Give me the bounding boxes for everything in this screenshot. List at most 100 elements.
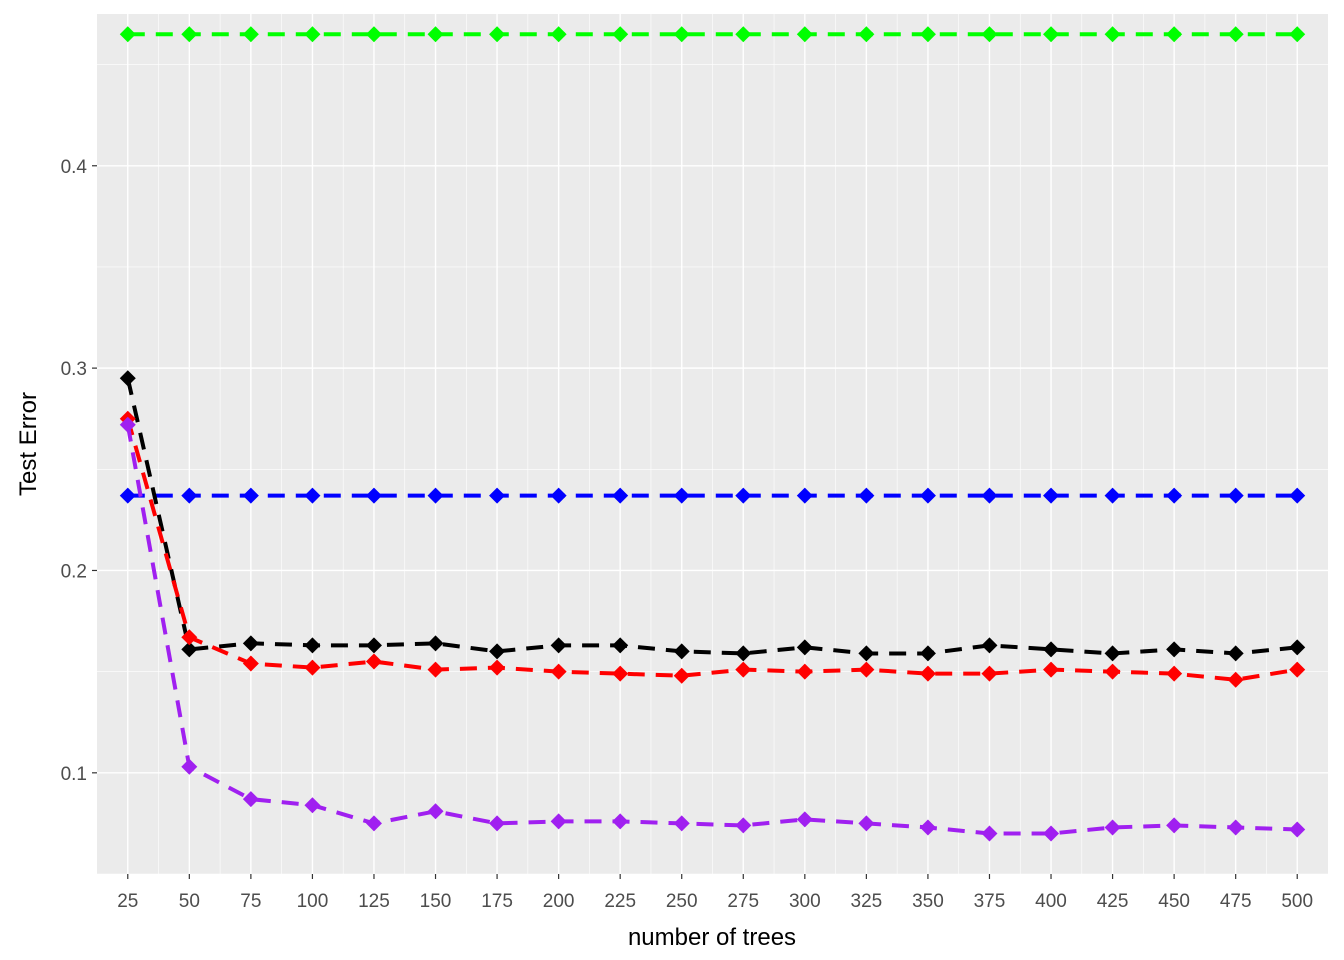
data-point [365, 653, 382, 670]
data-point [181, 629, 198, 646]
data-point [796, 639, 813, 656]
x-tick-label: 250 [666, 891, 698, 912]
x-tick-label: 375 [974, 891, 1006, 912]
data-point [981, 26, 998, 43]
data-point [1227, 487, 1244, 504]
data-point [365, 26, 382, 43]
x-tick-label: 300 [789, 891, 821, 912]
data-point [1166, 641, 1183, 658]
data-point [796, 663, 813, 680]
data-point [1104, 26, 1121, 43]
x-tick-label: 475 [1220, 891, 1252, 912]
data-point [550, 663, 567, 680]
data-point [673, 487, 690, 504]
data-point [427, 661, 444, 678]
x-tick-label: 125 [358, 891, 390, 912]
data-point [858, 661, 875, 678]
data-point [119, 370, 136, 387]
data-point [119, 487, 136, 504]
data-point [489, 487, 506, 504]
data-point [735, 645, 752, 662]
data-point [1043, 641, 1060, 658]
data-point [119, 26, 136, 43]
data-point [181, 641, 198, 658]
data-point [242, 635, 259, 652]
y-tick-label: 0.2 [61, 561, 87, 582]
series-line [125, 424, 1298, 836]
data-point [242, 487, 259, 504]
data-point [1227, 26, 1244, 43]
data-point [612, 813, 629, 830]
data-point [550, 487, 567, 504]
data-point [1104, 819, 1121, 836]
series-3 [119, 370, 1306, 662]
x-tick-label: 75 [240, 891, 261, 912]
data-point [427, 487, 444, 504]
data-point [858, 645, 875, 662]
y-axis-title: Test Error [15, 392, 42, 496]
data-point [304, 797, 321, 814]
x-tick-label: 100 [297, 891, 329, 912]
y-tick-label: 0.3 [61, 359, 87, 380]
x-tick-label: 425 [1097, 891, 1129, 912]
series-layer [119, 26, 1306, 842]
data-point [1166, 26, 1183, 43]
data-point [550, 813, 567, 830]
data-point [365, 487, 382, 504]
data-point [858, 815, 875, 832]
x-tick-label: 200 [543, 891, 575, 912]
data-point [489, 815, 506, 832]
data-point [365, 815, 382, 832]
data-point [304, 26, 321, 43]
x-tick-label: 350 [912, 891, 944, 912]
data-point [919, 819, 936, 836]
series-1 [119, 26, 1306, 43]
data-point [1104, 663, 1121, 680]
data-point [735, 487, 752, 504]
data-point [735, 26, 752, 43]
data-point [612, 665, 629, 682]
data-point [1166, 665, 1183, 682]
x-tick-label: 400 [1035, 891, 1067, 912]
data-point [735, 817, 752, 834]
data-point [427, 803, 444, 820]
data-point [119, 416, 136, 433]
data-point [489, 26, 506, 43]
data-point [612, 637, 629, 654]
data-point [1227, 671, 1244, 688]
x-tick-label: 50 [179, 891, 200, 912]
data-point [1104, 645, 1121, 662]
x-axis-title: number of trees [628, 924, 796, 951]
data-point [673, 815, 690, 832]
data-point [1227, 819, 1244, 836]
data-point [981, 665, 998, 682]
data-point [427, 635, 444, 652]
data-point [242, 655, 259, 672]
data-point [365, 637, 382, 654]
data-point [981, 825, 998, 842]
data-point [1289, 639, 1306, 656]
data-point [1289, 661, 1306, 678]
data-point [304, 637, 321, 654]
x-tick-label: 325 [851, 891, 883, 912]
y-tick-label: 0.4 [61, 157, 88, 178]
data-point [427, 26, 444, 43]
data-point [242, 791, 259, 808]
data-point [796, 487, 813, 504]
data-point [919, 645, 936, 662]
data-point [1104, 487, 1121, 504]
data-point [673, 643, 690, 660]
data-point [612, 26, 629, 43]
data-point [550, 637, 567, 654]
data-point [1166, 817, 1183, 834]
data-point [1289, 26, 1306, 43]
data-point [796, 26, 813, 43]
x-tick-label: 225 [604, 891, 636, 912]
data-point [919, 665, 936, 682]
data-point [735, 661, 752, 678]
x-tick-label: 275 [727, 891, 759, 912]
series-2 [119, 487, 1306, 504]
data-point [550, 26, 567, 43]
data-point [489, 643, 506, 660]
data-point [919, 26, 936, 43]
